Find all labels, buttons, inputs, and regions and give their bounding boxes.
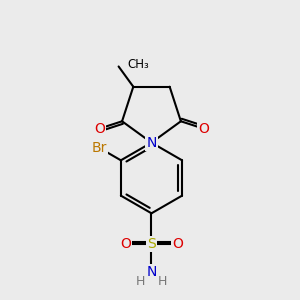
Text: CH₃: CH₃ — [128, 58, 149, 71]
Text: N: N — [146, 136, 157, 150]
Text: Br: Br — [92, 141, 107, 155]
Text: N: N — [146, 265, 157, 279]
Text: O: O — [198, 122, 209, 136]
Text: O: O — [94, 122, 105, 136]
Text: O: O — [172, 237, 183, 251]
Text: O: O — [120, 237, 131, 251]
Text: S: S — [147, 237, 156, 251]
Text: H: H — [158, 274, 167, 287]
Text: H: H — [136, 274, 145, 287]
